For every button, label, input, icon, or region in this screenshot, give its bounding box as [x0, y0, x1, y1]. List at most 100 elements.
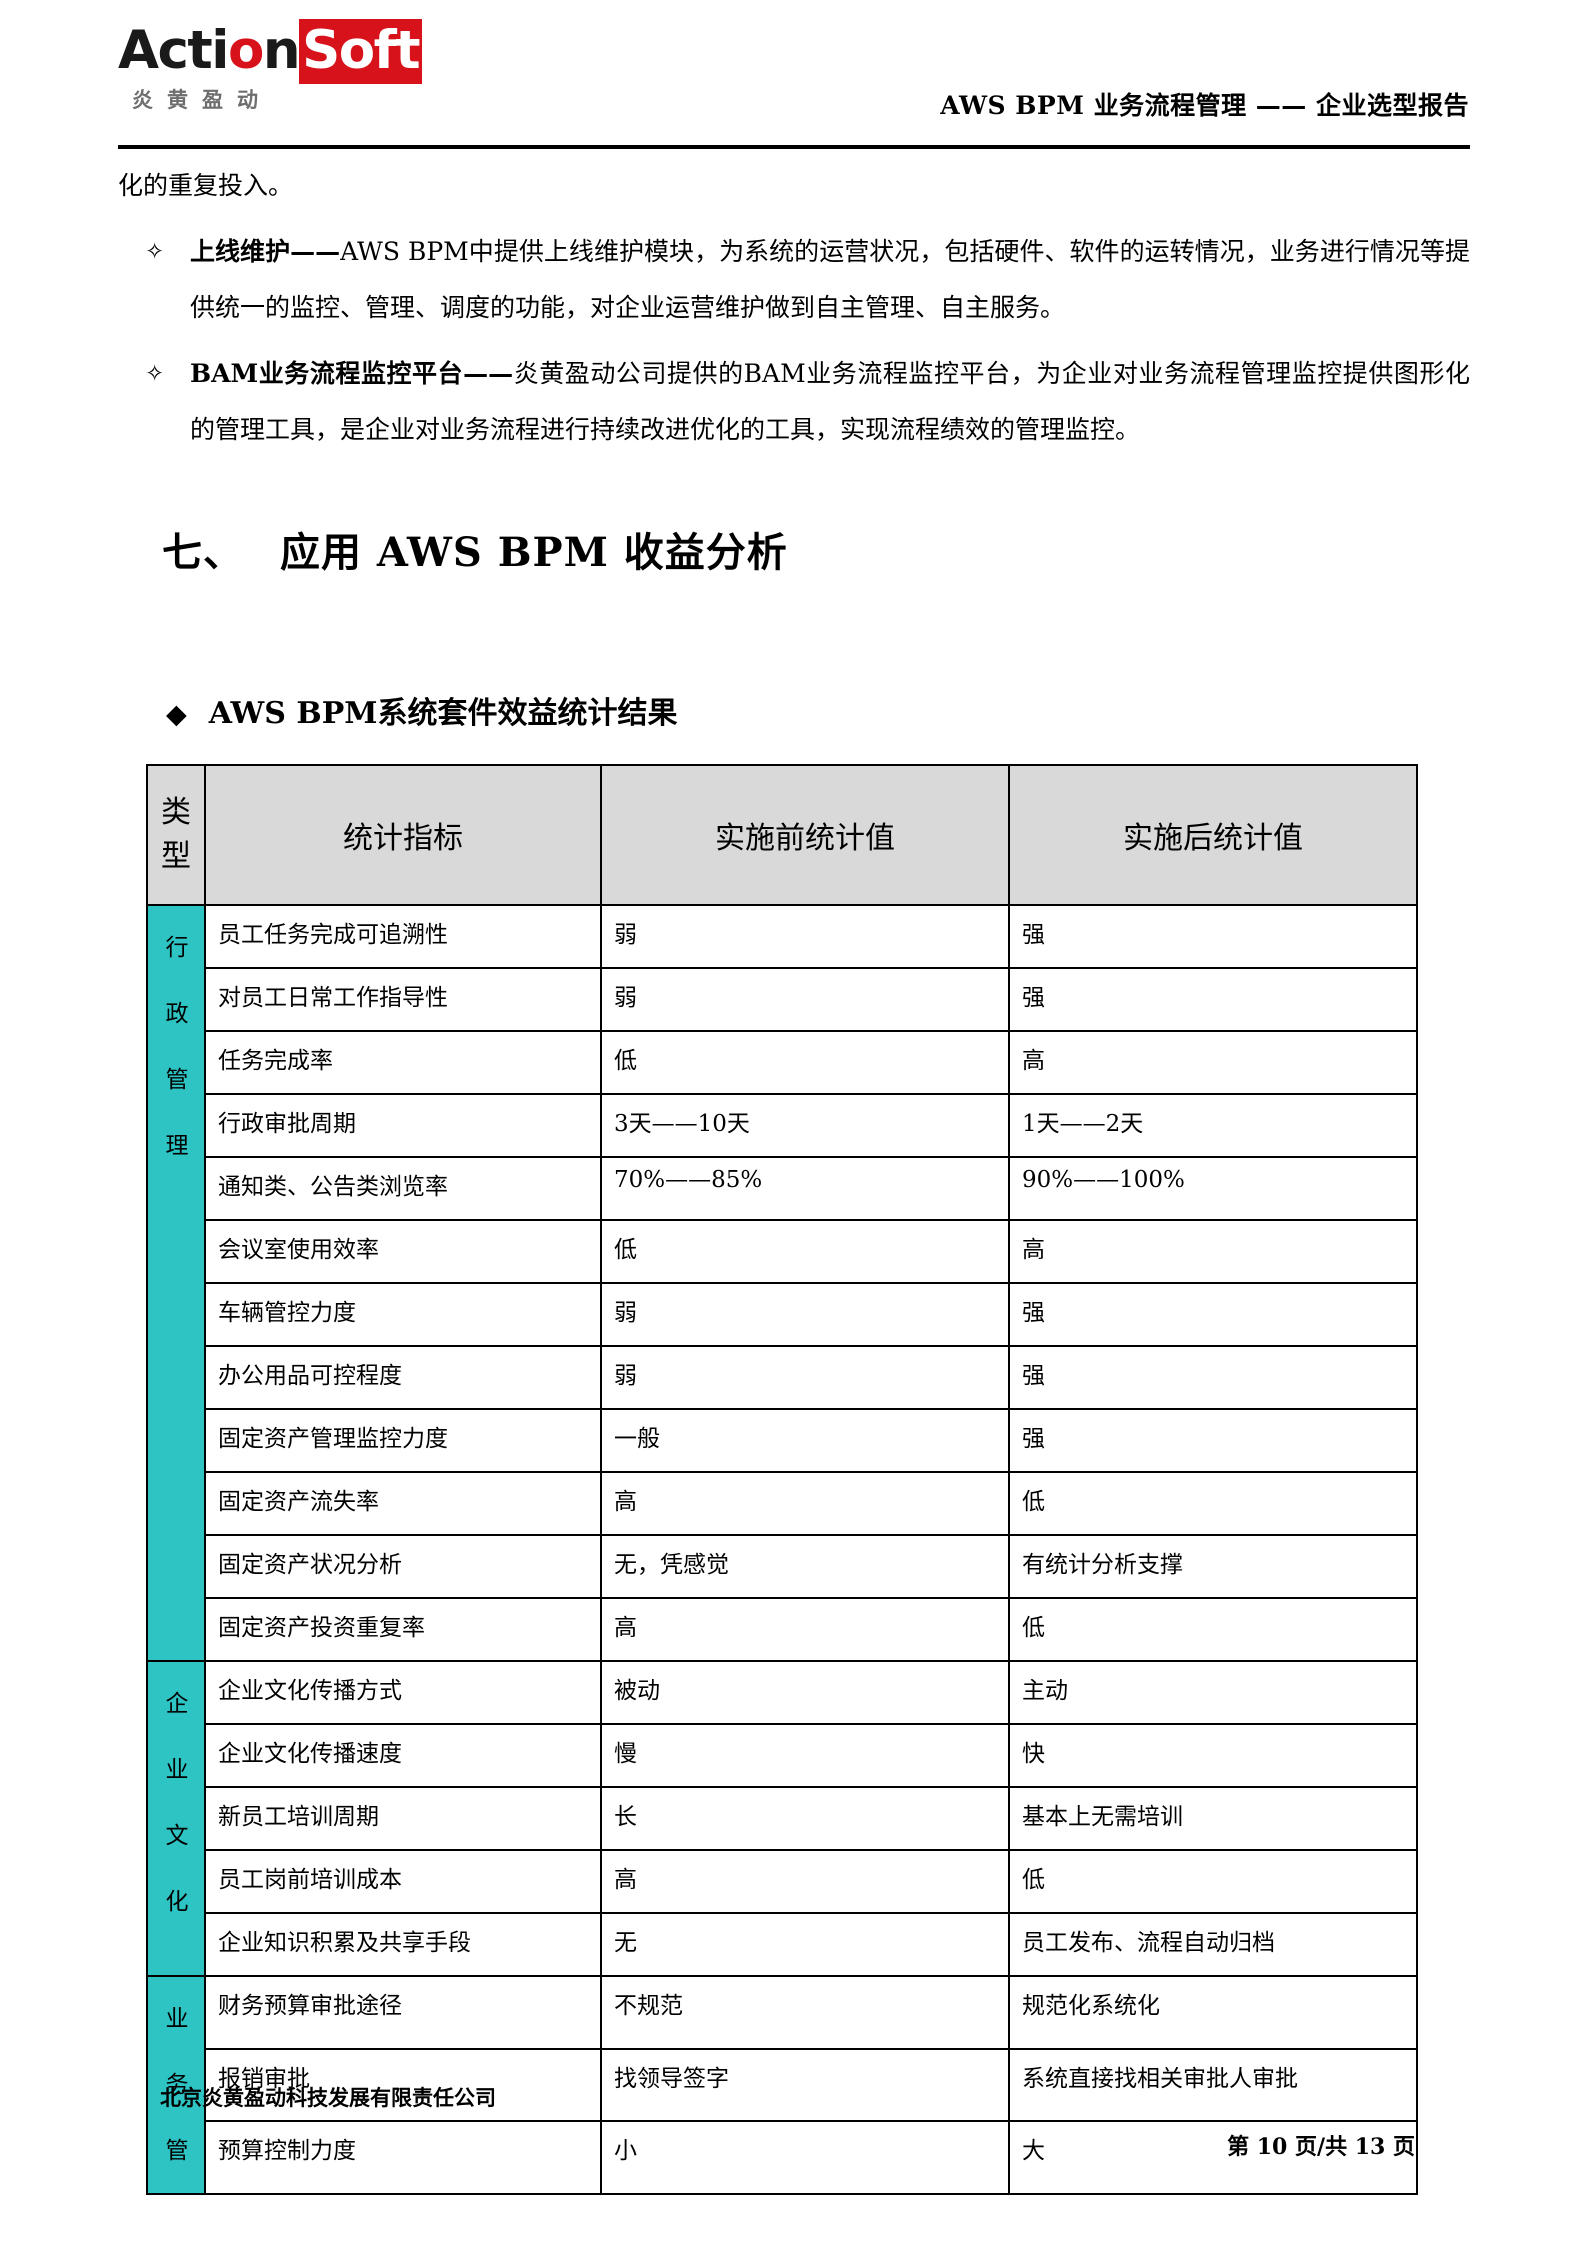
metric-cell: 固定资产管理监控力度	[204, 1408, 602, 1473]
before-value-cell: 70%——85%	[600, 1156, 1010, 1221]
category-char: 化	[165, 1889, 189, 1915]
metric-cell: 行政审批周期	[204, 1093, 602, 1158]
metric-cell: 固定资产投资重复率	[204, 1597, 602, 1662]
metric-cell: 车辆管控力度	[204, 1282, 602, 1347]
table-row: 企业文化企业文化传播方式 被动 主动	[146, 1660, 1418, 1977]
table-row: 报销审批 找领导签字 系统直接找相关审批人审批	[147, 2047, 1418, 2123]
bullet-item: ✧ BAM业务流程监控平台——炎黄盈动公司提供的BAM业务流程监控平台，为企业对…	[118, 346, 1470, 458]
bullet-item: ✧ 上线维护——AWS BPM中提供上线维护模块，为系统的运营状况，包括硬件、软…	[118, 224, 1470, 336]
before-value-cell: 慢	[600, 1723, 1010, 1788]
category-char: 理	[165, 1133, 189, 1159]
before-value-cell: 小	[600, 2120, 1010, 2195]
table-row: 新员工培训周期长基本上无需培训	[147, 1786, 1418, 1851]
after-value-cell: 大	[1008, 2120, 1418, 2195]
logo-soft-text: Soft	[299, 19, 423, 84]
after-value-cell: 强	[1008, 1345, 1418, 1410]
table-body: 行政管理员工任务完成可追溯性弱强对员工日常工作指导性弱强任务完成率低高行政审批周…	[146, 904, 1418, 2195]
subsection-title: AWS BPM系统套件效益统计结果	[208, 696, 678, 731]
category-cell: 业务管	[146, 1975, 206, 2195]
category-char: 管	[165, 1067, 189, 1093]
after-value-cell: 高	[1008, 1030, 1418, 1095]
category-cell: 行政管理	[146, 904, 206, 1662]
category-char: 行	[165, 935, 189, 961]
column-header-type: 类型	[146, 764, 206, 906]
column-header-after: 实施后统计值	[1008, 764, 1418, 906]
table-row: 预算控制力度小大	[147, 2120, 1418, 2195]
before-value-cell: 一般	[600, 1408, 1010, 1473]
metric-cell: 财务预算审批途径	[204, 1975, 602, 2050]
metric-cell: 任务完成率	[204, 1030, 602, 1095]
before-value-cell: 高	[600, 1597, 1010, 1662]
table-row: 行政审批周期 3天——10天 1天——2天	[147, 1093, 1418, 1158]
metric-cell: 对员工日常工作指导性	[204, 967, 602, 1032]
before-value-cell: 不规范	[600, 1975, 1010, 2050]
table-row: 车辆管控力度弱强	[147, 1282, 1418, 1347]
table-header-row: 类型 统计指标 实施前统计值 实施后统计值	[146, 764, 1418, 906]
after-value-cell: 有统计分析支撑	[1008, 1534, 1418, 1599]
after-value-cell: 高	[1008, 1219, 1418, 1284]
before-value-cell: 3天——10天	[600, 1093, 1010, 1158]
metric-cell: 报销审批	[204, 2047, 602, 2123]
before-value-cell: 无，凭感觉	[600, 1534, 1010, 1599]
table-head: 类型 统计指标 实施前统计值 实施后统计值	[146, 764, 1418, 906]
table-row: 固定资产流失率高低	[147, 1471, 1418, 1536]
table-row: 业务管财务预算审批途径 不规范 规范化系统化	[146, 1975, 1418, 2195]
body-content: 化的重复投入。 ✧ 上线维护——AWS BPM中提供上线维护模块，为系统的运营状…	[118, 158, 1470, 458]
category-char: 文	[165, 1823, 189, 1849]
company-logo: ActionSoft 炎黄盈动	[118, 19, 423, 118]
footer-page-number: 第 10 页/共 13 页	[1227, 2134, 1415, 2160]
filled-diamond-icon: ◆	[166, 699, 187, 730]
after-value-cell: 强	[1008, 1408, 1418, 1473]
table-row: 固定资产管理监控力度 一般强	[147, 1408, 1418, 1473]
table-row: 企业知识积累及共享手段无员工发布、流程自动归档	[147, 1912, 1418, 1977]
category-char: 业	[165, 1757, 189, 1783]
table-row: 对员工日常工作指导性弱强	[147, 967, 1418, 1032]
after-value-cell: 低	[1008, 1849, 1418, 1914]
after-value-cell: 基本上无需培训	[1008, 1786, 1418, 1851]
metric-cell: 预算控制力度	[204, 2120, 602, 2195]
after-value-cell: 90%——100%	[1008, 1156, 1418, 1221]
before-value-cell: 被动	[600, 1660, 1010, 1725]
logo-action-text: Action	[118, 20, 301, 81]
benefit-statistics-table: 类型 统计指标 实施前统计值 实施后统计值 行政管理员工任务完成可追溯性弱强对员…	[146, 764, 1418, 2195]
table-row: 任务完成率低高	[147, 1030, 1418, 1095]
page-header: ActionSoft 炎黄盈动 AWS BPM 业务流程管理 —— 企业选型报告	[0, 0, 1587, 149]
table-row: 固定资产状况分析 无，凭感觉 有统计分析支撑	[147, 1534, 1418, 1599]
section-title: 应用 AWS BPM 收益分析	[280, 529, 788, 576]
bullet-lead-label: BAM业务流程监控平台——	[190, 359, 514, 388]
after-value-cell: 系统直接找相关审批人审批	[1008, 2047, 1418, 2123]
continued-paragraph: 化的重复投入。	[118, 171, 294, 200]
subsection-heading: ◆ AWS BPM系统套件效益统计结果	[166, 688, 677, 732]
metric-cell: 员工岗前培训成本	[204, 1849, 602, 1914]
metric-cell: 企业知识积累及共享手段	[204, 1912, 602, 1977]
column-header-metric: 统计指标	[204, 764, 602, 906]
category-cell: 企业文化	[146, 1660, 206, 1977]
metric-cell: 办公用品可控程度	[204, 1345, 602, 1410]
footer-company: 北京炎黄盈动科技发展有限责任公司	[160, 2086, 496, 2110]
before-value-cell: 弱	[600, 1282, 1010, 1347]
before-value-cell: 高	[600, 1849, 1010, 1914]
bullet-lead-label: 上线维护——	[190, 237, 341, 266]
metric-cell: 员工任务完成可追溯性	[204, 904, 602, 969]
metric-cell: 新员工培训周期	[204, 1786, 602, 1851]
metric-cell: 通知类、公告类浏览率	[204, 1156, 602, 1221]
table-row: 会议室使用效率低高	[147, 1219, 1418, 1284]
before-value-cell: 高	[600, 1471, 1010, 1536]
section-heading: 七、 应用 AWS BPM 收益分析	[162, 520, 788, 578]
category-char: 业	[165, 2006, 189, 2032]
metric-cell: 企业文化传播方式	[204, 1660, 602, 1725]
logo-wordmark: ActionSoft	[118, 19, 423, 84]
before-value-cell: 找领导签字	[600, 2047, 1010, 2123]
section-number: 七、	[162, 529, 244, 576]
metric-cell: 固定资产流失率	[204, 1471, 602, 1536]
after-value-cell: 低	[1008, 1471, 1418, 1536]
before-value-cell: 无	[600, 1912, 1010, 1977]
category-char: 务	[165, 2072, 189, 2098]
after-value-cell: 强	[1008, 1282, 1418, 1347]
after-value-cell: 员工发布、流程自动归档	[1008, 1912, 1418, 1977]
table-row: 通知类、公告类浏览率 70%——85% 90%——100%	[147, 1156, 1418, 1221]
header-title: AWS BPM 业务流程管理 —— 企业选型报告	[940, 91, 1469, 120]
before-value-cell: 弱	[600, 1345, 1010, 1410]
before-value-cell: 弱	[600, 904, 1010, 969]
table-row: 企业文化传播速度慢快	[147, 1723, 1418, 1788]
